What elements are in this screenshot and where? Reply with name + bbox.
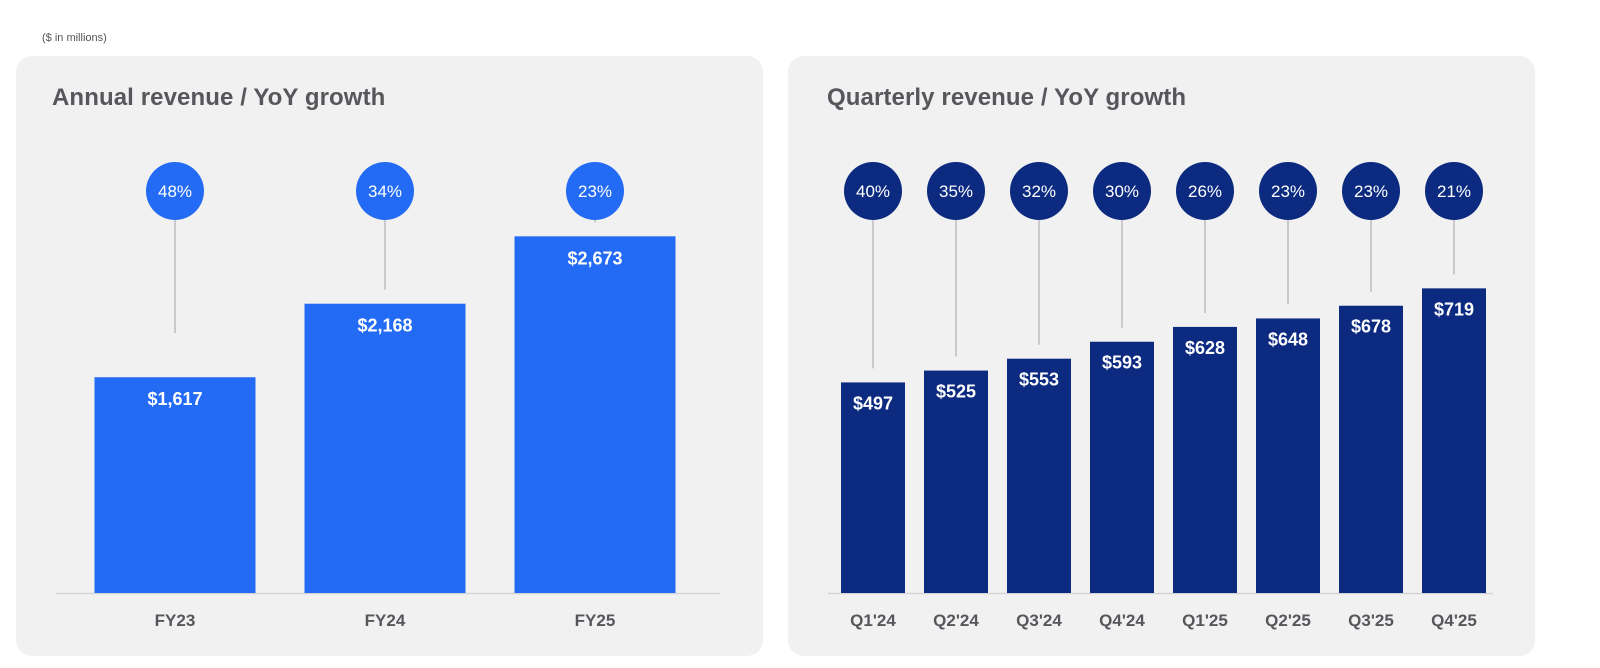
growth-label: 40%: [856, 182, 890, 201]
annual-revenue-chart: 48% $1,617 FY23 34% $2,168 FY24 23% $2,673 FY25: [56, 162, 720, 630]
category-label: FY24: [365, 611, 406, 630]
bar-value-label: $553: [1019, 370, 1059, 390]
growth-label: 48%: [158, 182, 192, 201]
category-label: FY23: [155, 611, 196, 630]
growth-label: 34%: [368, 182, 402, 201]
category-label: Q3'24: [1016, 611, 1062, 630]
category-label: Q1'25: [1182, 611, 1228, 630]
growth-label: 35%: [939, 182, 973, 201]
quarterly-revenue-chart: 40% $497 Q1'24 35% $525 Q2'24 32% $553 Q3'24 30% $…: [828, 162, 1493, 630]
growth-bubble: [1425, 162, 1483, 220]
growth-bubble: [566, 162, 624, 220]
category-label: Q4'25: [1431, 611, 1477, 630]
growth-bubble: [1176, 162, 1234, 220]
bar-value-label: $719: [1434, 299, 1474, 319]
growth-label: 21%: [1437, 182, 1471, 201]
category-label: Q2'25: [1265, 611, 1311, 630]
category-label: Q4'24: [1099, 611, 1145, 630]
units-note: ($ in millions): [42, 32, 107, 44]
bar-value-label: $2,673: [567, 248, 622, 268]
category-label: Q2'24: [933, 611, 979, 630]
annual-revenue-panel: Annual revenue / YoY growth 48% $1,617 FY2…: [16, 56, 763, 656]
growth-label: 26%: [1188, 182, 1222, 201]
bar-value-label: $1,617: [147, 389, 202, 409]
growth-bubble: [1010, 162, 1068, 220]
growth-bubble: [1342, 162, 1400, 220]
bar-value-label: $2,168: [357, 316, 412, 336]
growth-bubble: [927, 162, 985, 220]
growth-bubble: [146, 162, 204, 220]
category-label: Q1'24: [850, 611, 896, 630]
bar-value-label: $648: [1268, 329, 1308, 349]
bar-value-label: $593: [1102, 353, 1142, 373]
quarterly-chart-title: Quarterly revenue / YoY growth: [827, 84, 1187, 111]
category-label: FY25: [575, 611, 616, 630]
growth-label: 23%: [1271, 182, 1305, 201]
revenue-bar: [841, 382, 905, 593]
growth-label: 32%: [1022, 182, 1056, 201]
revenue-bar: [1007, 358, 1071, 593]
revenue-bar: [1422, 288, 1486, 593]
growth-bubble: [1259, 162, 1317, 220]
growth-label: 23%: [1354, 182, 1388, 201]
bar-value-label: $678: [1351, 317, 1391, 337]
revenue-bar: [94, 377, 256, 593]
growth-bubble: [844, 162, 902, 220]
annual-chart-title: Annual revenue / YoY growth: [52, 84, 386, 111]
revenue-bar: [1090, 341, 1154, 593]
revenue-bar: [514, 236, 676, 593]
bar-value-label: $525: [936, 382, 976, 402]
revenue-bar: [1339, 305, 1403, 593]
quarterly-revenue-panel: Quarterly revenue / YoY growth 40% $497 Q1…: [788, 56, 1535, 656]
bar-value-label: $628: [1185, 338, 1225, 358]
revenue-bar: [924, 370, 988, 593]
growth-label: 30%: [1105, 182, 1139, 201]
growth-bubble: [1093, 162, 1151, 220]
category-label: Q3'25: [1348, 611, 1394, 630]
revenue-bar: [304, 303, 466, 593]
growth-label: 23%: [578, 182, 612, 201]
revenue-bar: [1173, 326, 1237, 593]
bar-value-label: $497: [853, 393, 893, 413]
revenue-bar: [1256, 318, 1320, 593]
growth-bubble: [356, 162, 414, 220]
